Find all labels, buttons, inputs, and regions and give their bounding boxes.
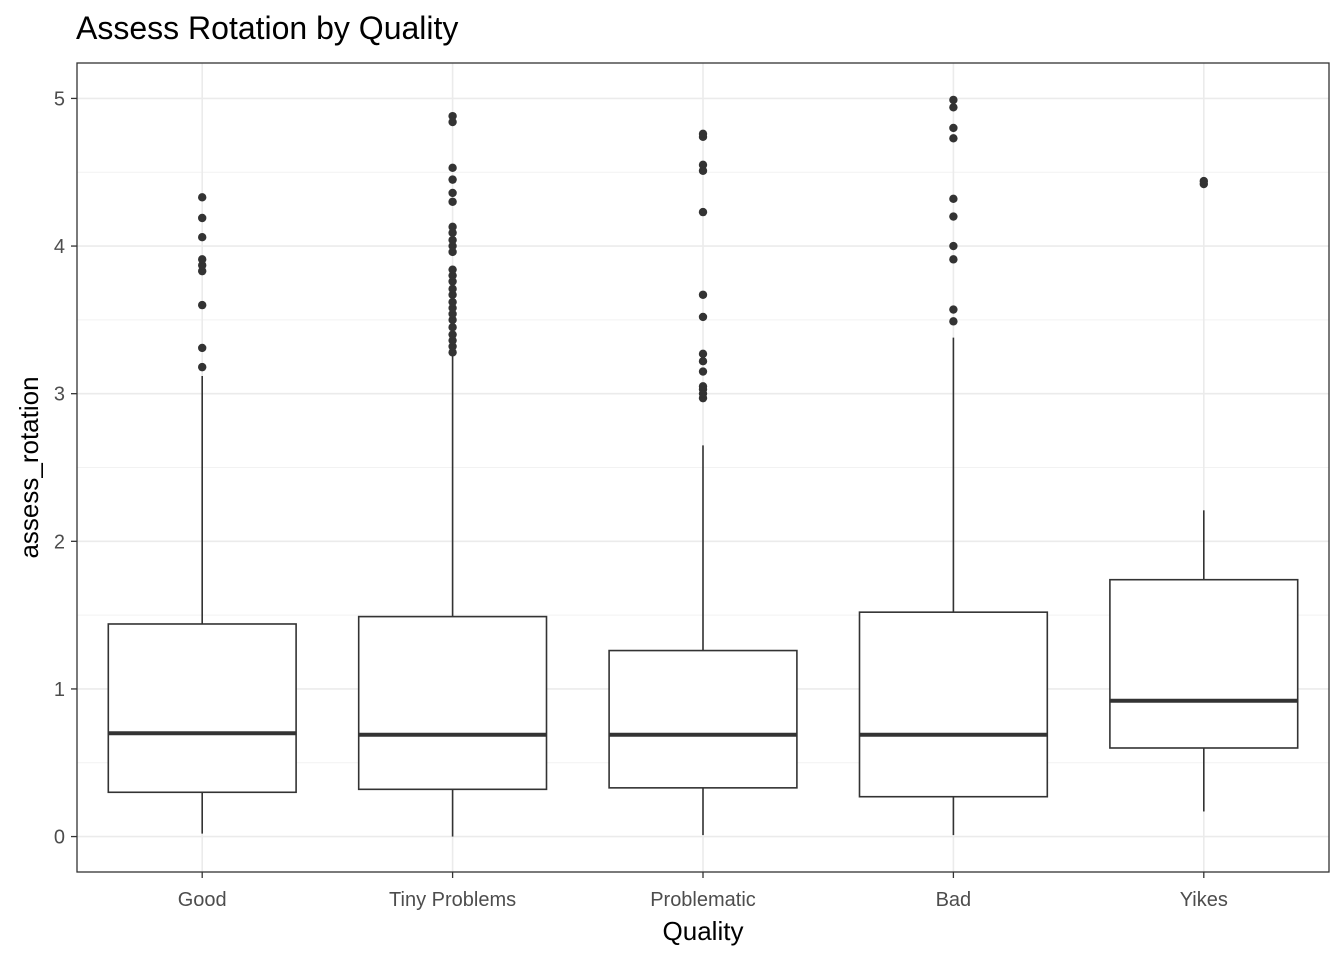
outlier-point (698, 357, 708, 366)
outlier-point (448, 265, 457, 274)
outlier-point (448, 188, 457, 198)
outlier-point (448, 241, 457, 251)
y-tick-label: 3 (54, 384, 65, 406)
outlier-point (698, 290, 708, 299)
outlier-point (448, 336, 457, 345)
outlier-point (949, 255, 958, 264)
outlier-point (448, 330, 457, 339)
box-problematic (608, 129, 798, 836)
outlier-point (198, 266, 207, 276)
x-tick-label: Tiny Problems (389, 889, 516, 911)
x-tick-label: Good (178, 889, 227, 911)
outlier-point (448, 235, 457, 245)
outlier-point (198, 362, 207, 372)
outlier-point (698, 166, 708, 175)
outlier-point (448, 290, 457, 299)
outlier-point (198, 261, 207, 270)
y-tick-label: 2 (54, 531, 65, 553)
outlier-point (448, 111, 457, 121)
outlier-point (198, 193, 207, 202)
outlier-point (448, 175, 457, 184)
outlier-point (949, 305, 958, 314)
x-tick-label: Problematic (650, 889, 756, 911)
outlier-point (949, 194, 958, 204)
box-iqr (357, 615, 548, 791)
outlier-point (949, 241, 958, 251)
outlier-point (448, 348, 457, 357)
outlier-point (698, 367, 708, 376)
outlier-point (198, 343, 207, 353)
box-good (107, 193, 297, 834)
outlier-point (1199, 176, 1209, 186)
outlier-point (698, 312, 708, 322)
outlier-point (949, 103, 958, 112)
outlier-point (448, 284, 457, 294)
outlier-point (448, 247, 457, 257)
y-tick-label: 5 (54, 88, 65, 110)
outlier-point (198, 255, 207, 264)
outlier-point (698, 207, 708, 217)
outlier-point (698, 160, 708, 170)
outlier-point (448, 271, 457, 280)
outlier-point (949, 123, 958, 133)
box-bad (858, 95, 1049, 836)
outlier-point (448, 323, 457, 332)
outlier-point (448, 277, 457, 286)
y-axis-title: assess_rotation (14, 376, 44, 558)
x-tick-label: Yikes (1180, 889, 1228, 911)
outlier-point (448, 228, 457, 237)
box-iqr (1109, 578, 1299, 749)
axis-ticks: 0 1 2 3 4 5 Good Tiny Problems Problematic Bad Yik… (54, 88, 1228, 911)
outlier-point (448, 222, 457, 232)
outlier-point (448, 297, 457, 307)
box-layer (107, 95, 1299, 837)
box-iqr (608, 649, 798, 789)
outlier-point (448, 309, 457, 319)
box-iqr (858, 611, 1049, 798)
y-tick-label: 4 (54, 236, 65, 258)
outlier-point (448, 197, 457, 206)
outlier-point (448, 163, 457, 173)
box-yikes (1109, 176, 1299, 812)
outlier-point (949, 95, 958, 105)
outlier-point (448, 315, 457, 325)
box-tiny-problems (357, 111, 548, 837)
outlier-point (698, 129, 708, 139)
outlier-point (698, 382, 708, 391)
y-tick-label: 1 (54, 679, 65, 701)
chart-title: Assess Rotation by Quality (76, 10, 459, 46)
outlier-point (448, 303, 457, 313)
x-tick-label: Bad (936, 889, 972, 911)
outlier-point (448, 342, 457, 351)
x-axis-title: Quality (663, 916, 744, 946)
outlier-point (949, 317, 958, 326)
y-tick-label: 0 (54, 827, 65, 849)
outlier-point (949, 134, 958, 143)
outlier-point (448, 117, 457, 127)
box-iqr (107, 623, 297, 794)
outlier-point (949, 212, 958, 221)
outlier-point (198, 300, 207, 310)
outlier-point (198, 233, 207, 242)
outlier-point (198, 213, 207, 223)
outlier-point (698, 349, 708, 359)
